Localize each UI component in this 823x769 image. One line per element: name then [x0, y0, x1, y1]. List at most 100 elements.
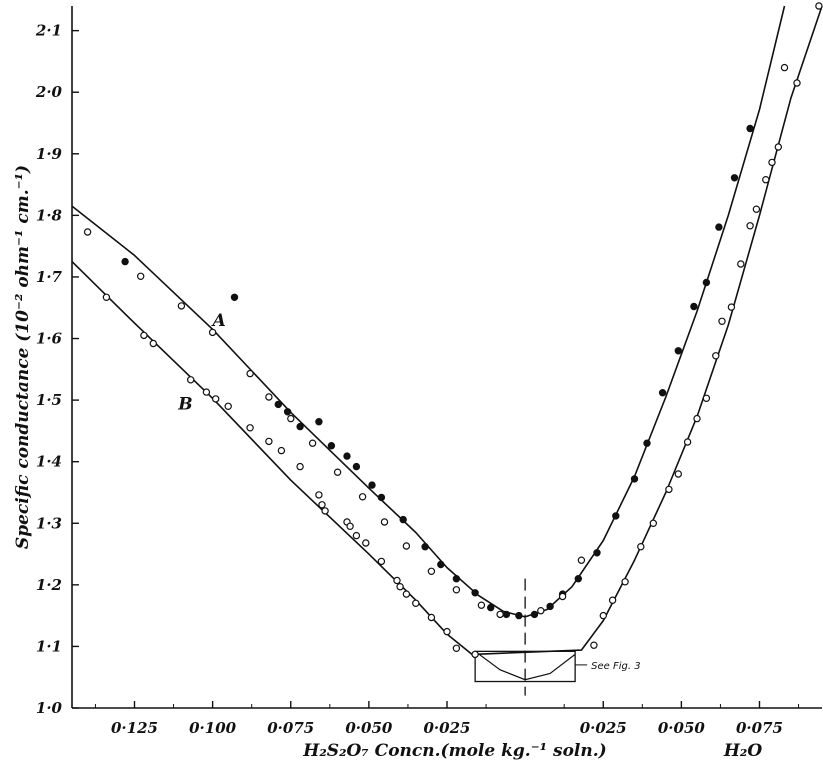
data-point-b: [718, 317, 726, 325]
data-point-a: [487, 603, 495, 612]
data-point-a: [377, 493, 386, 502]
data-point-a: [530, 610, 539, 619]
data-point-b: [377, 557, 386, 566]
chart-labels: Specific conductance (10⁻² ohm⁻¹ cm.⁻¹) …: [13, 165, 762, 761]
data-point-a: [230, 293, 239, 301]
x-tick-label: 0·025: [580, 719, 627, 737]
series-label-b: B: [177, 394, 192, 414]
data-point-b: [599, 611, 608, 620]
data-point-a: [690, 302, 698, 311]
y-tick-label: 1·7: [36, 268, 63, 286]
data-point-b: [577, 556, 586, 564]
data-point-a: [343, 452, 351, 460]
x-tick-label: 0·100: [189, 719, 237, 737]
data-point-b: [83, 228, 92, 236]
data-point-a: [352, 462, 361, 471]
x-tick-label: 0·050: [345, 719, 393, 737]
data-point-b: [186, 376, 195, 384]
y-tick-label: 1·2: [36, 576, 62, 594]
data-point-a: [274, 400, 282, 409]
y-tick-label: 1·6: [36, 330, 63, 348]
data-point-b: [402, 542, 411, 550]
data-point-b: [621, 578, 629, 586]
data-point-b: [412, 599, 420, 608]
data-point-a: [471, 589, 479, 597]
x-tick-label: 0·050: [658, 719, 706, 737]
y-tick-label: 2·1: [35, 22, 62, 40]
data-point-a: [515, 611, 523, 620]
data-point-b: [246, 369, 254, 378]
data-point-a: [296, 422, 304, 431]
data-point-b: [211, 395, 220, 403]
y-tick-label: 1·4: [36, 453, 62, 471]
y-tick-label: 2·0: [35, 83, 63, 101]
series-label-a: A: [211, 311, 226, 331]
y-tick-label: 1·8: [36, 206, 63, 224]
data-point-a: [643, 439, 651, 447]
curve-a: [71, 5, 786, 618]
data-point-b: [746, 222, 754, 230]
data-point-b: [537, 607, 545, 615]
x-axis-ticks: 0·125 0·100 0·075 0·050 0·025 0·025 0·050 0·075: [94, 701, 800, 737]
x-axis-label-water: H₂O: [723, 741, 763, 761]
data-point-b: [321, 507, 329, 515]
data-point-a: [546, 602, 554, 611]
data-point-a: [421, 543, 429, 551]
data-point-a: [630, 475, 639, 483]
y-tick-label: 1·9: [36, 145, 63, 163]
data-point-b: [452, 586, 461, 594]
data-point-b: [308, 439, 317, 447]
data-point-b: [727, 303, 736, 311]
data-point-b: [224, 402, 232, 410]
data-point-b: [452, 644, 461, 653]
data-point-b: [443, 627, 451, 636]
data-point-a: [658, 389, 667, 397]
data-point-a: [399, 515, 407, 524]
data-point-b: [246, 424, 254, 432]
data-point-b: [683, 438, 692, 446]
data-point-a: [121, 257, 129, 266]
data-point-a: [612, 512, 620, 520]
data-point-b: [402, 590, 411, 598]
data-point-b: [265, 393, 273, 401]
data-point-b: [768, 158, 776, 167]
y-axis-label: Specific conductance (10⁻² ohm⁻¹ cm.⁻¹): [13, 165, 33, 549]
data-point-b: [608, 596, 617, 604]
data-point-b: [136, 272, 145, 280]
data-point-b: [471, 650, 479, 659]
data-point-a: [315, 418, 323, 426]
data-point-a: [574, 575, 583, 583]
y-tick-label: 1·3: [36, 514, 62, 532]
x-tick-label: 0·075: [736, 719, 783, 737]
data-point-b: [752, 205, 761, 213]
x-tick-label: 0·075: [267, 719, 314, 737]
data-point-b: [140, 331, 148, 340]
data-point-a: [674, 347, 683, 355]
data-point-b: [780, 63, 789, 72]
data-point-a: [746, 124, 754, 133]
data-point-b: [702, 394, 711, 402]
data-point-a: [715, 223, 723, 231]
data-point-b: [318, 501, 326, 509]
data-point-b: [358, 493, 367, 501]
data-point-b: [558, 592, 567, 601]
data-point-b: [649, 519, 658, 528]
data-point-b: [333, 468, 342, 476]
y-tick-label: 1·5: [36, 391, 62, 409]
data-point-b: [346, 522, 354, 531]
data-points: [83, 2, 823, 659]
data-point-b: [393, 576, 401, 585]
data-point-b: [665, 485, 673, 494]
data-point-b: [296, 462, 304, 471]
data-point-b: [496, 610, 504, 619]
data-point-a: [702, 278, 711, 287]
data-point-a: [502, 610, 511, 619]
data-point-b: [177, 302, 186, 310]
data-point-b: [265, 437, 273, 446]
data-point-b: [427, 613, 436, 622]
axes: [71, 6, 822, 709]
data-point-b: [202, 388, 211, 396]
data-point-b: [590, 641, 598, 649]
data-point-a: [452, 575, 461, 583]
